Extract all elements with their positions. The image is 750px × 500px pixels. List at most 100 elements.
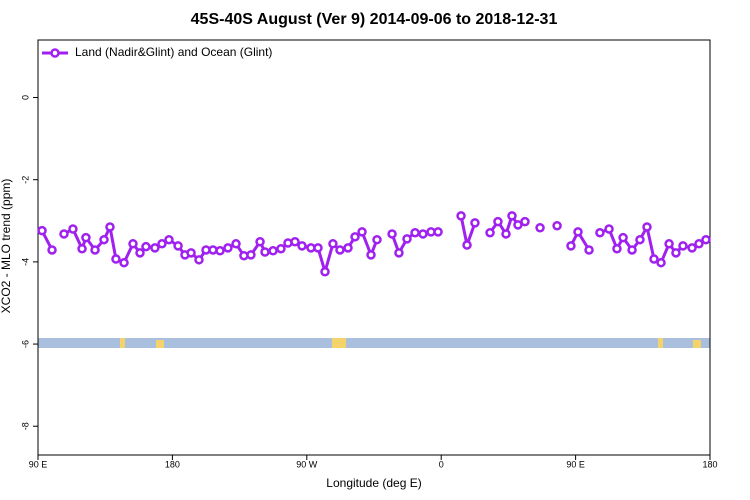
- data-point: [343, 243, 353, 253]
- data-point: [433, 227, 443, 237]
- land-patch: [693, 340, 701, 348]
- data-point: [90, 245, 100, 255]
- data-point: [507, 211, 517, 221]
- data-point: [394, 248, 404, 258]
- data-point: [111, 254, 121, 264]
- data-point: [485, 227, 495, 238]
- data-point: [366, 250, 376, 260]
- data-point: [128, 239, 138, 249]
- data-point: [664, 239, 674, 249]
- y-tick-label: -8: [20, 422, 30, 430]
- plot-frame: [37, 39, 711, 456]
- data-point: [173, 241, 183, 251]
- data-point: [418, 229, 428, 239]
- data-point: [656, 257, 666, 268]
- ocean-band: [38, 338, 710, 348]
- series-line: [40, 214, 707, 274]
- data-point: [290, 236, 300, 247]
- y-tick-label: -2: [20, 176, 30, 184]
- data-point: [68, 224, 78, 234]
- data-point: [604, 224, 614, 234]
- data-point: [678, 241, 688, 251]
- data-point: [642, 222, 652, 232]
- legend-label: Land (Nadir&Glint) and Ocean (Glint): [75, 45, 272, 59]
- data-point: [701, 234, 711, 245]
- data-point: [255, 236, 265, 247]
- data-point: [535, 223, 545, 233]
- data-point: [231, 239, 241, 249]
- data-point: [223, 243, 233, 253]
- data-point: [573, 227, 583, 237]
- data-point: [501, 229, 511, 239]
- x-tick-label: 180: [702, 459, 717, 469]
- data-point: [99, 234, 109, 245]
- x-axis-label: Longitude (deg E): [326, 476, 421, 490]
- legend-marker: [50, 48, 60, 58]
- y-tick-label: -6: [20, 340, 30, 348]
- data-point: [618, 232, 628, 243]
- data-point: [320, 266, 330, 277]
- chart-title: 45S-40S August (Ver 9) 2014-09-06 to 201…: [191, 11, 558, 28]
- y-tick-label: 0: [20, 95, 30, 100]
- data-point: [81, 232, 91, 243]
- data-point: [649, 254, 659, 264]
- data-point: [268, 246, 278, 256]
- data-point: [357, 227, 367, 237]
- x-tick-label: 90 W: [296, 459, 318, 469]
- data-point: [105, 222, 115, 232]
- data-point: [194, 255, 204, 265]
- data-point: [47, 245, 57, 255]
- data-point: [635, 234, 645, 245]
- data-point: [313, 243, 323, 253]
- data-point: [627, 245, 637, 255]
- data-point: [164, 234, 174, 245]
- data-point: [612, 243, 622, 254]
- data-point: [119, 257, 129, 268]
- data-point: [410, 227, 420, 238]
- data-point: [402, 234, 412, 244]
- data-point: [520, 216, 530, 227]
- data-point: [456, 211, 466, 221]
- data-point: [141, 241, 151, 252]
- data-point: [186, 248, 196, 258]
- data-point: [566, 241, 576, 251]
- x-tick-label: 90 E: [566, 459, 585, 469]
- data-point: [276, 243, 286, 254]
- data-point: [59, 229, 69, 239]
- data-point: [552, 220, 562, 231]
- data-point: [462, 240, 472, 250]
- x-tick-label: 180: [165, 459, 180, 469]
- land-patch: [332, 338, 346, 348]
- land-patch: [156, 340, 164, 348]
- data-point: [372, 234, 382, 245]
- data-point: [157, 239, 167, 249]
- x-tick-label: 90 E: [29, 459, 48, 469]
- data-point: [215, 246, 225, 256]
- land-patch: [120, 338, 125, 348]
- data-point: [687, 243, 697, 253]
- y-tick-label: -4: [20, 258, 30, 266]
- data-point: [37, 225, 47, 236]
- data-point: [77, 243, 87, 254]
- data-point: [470, 218, 480, 228]
- data-point: [150, 243, 160, 253]
- data-point: [260, 247, 270, 257]
- data-point: [584, 245, 594, 255]
- data-point: [493, 216, 503, 227]
- land-ocean-band: [38, 338, 710, 348]
- data-point: [135, 248, 145, 258]
- data-point: [350, 232, 360, 242]
- land-patch: [658, 338, 663, 348]
- data-point: [328, 239, 338, 249]
- data-point: [297, 241, 307, 251]
- data-point: [595, 227, 605, 238]
- data-point: [513, 220, 523, 230]
- data-point: [387, 229, 397, 239]
- data-point: [694, 239, 704, 249]
- y-axis-label: XCO2 - MLO trend (ppm): [0, 179, 13, 314]
- x-tick-label: 0: [439, 459, 444, 469]
- data-point: [335, 245, 345, 255]
- data-point: [246, 250, 256, 260]
- data-point: [671, 248, 681, 258]
